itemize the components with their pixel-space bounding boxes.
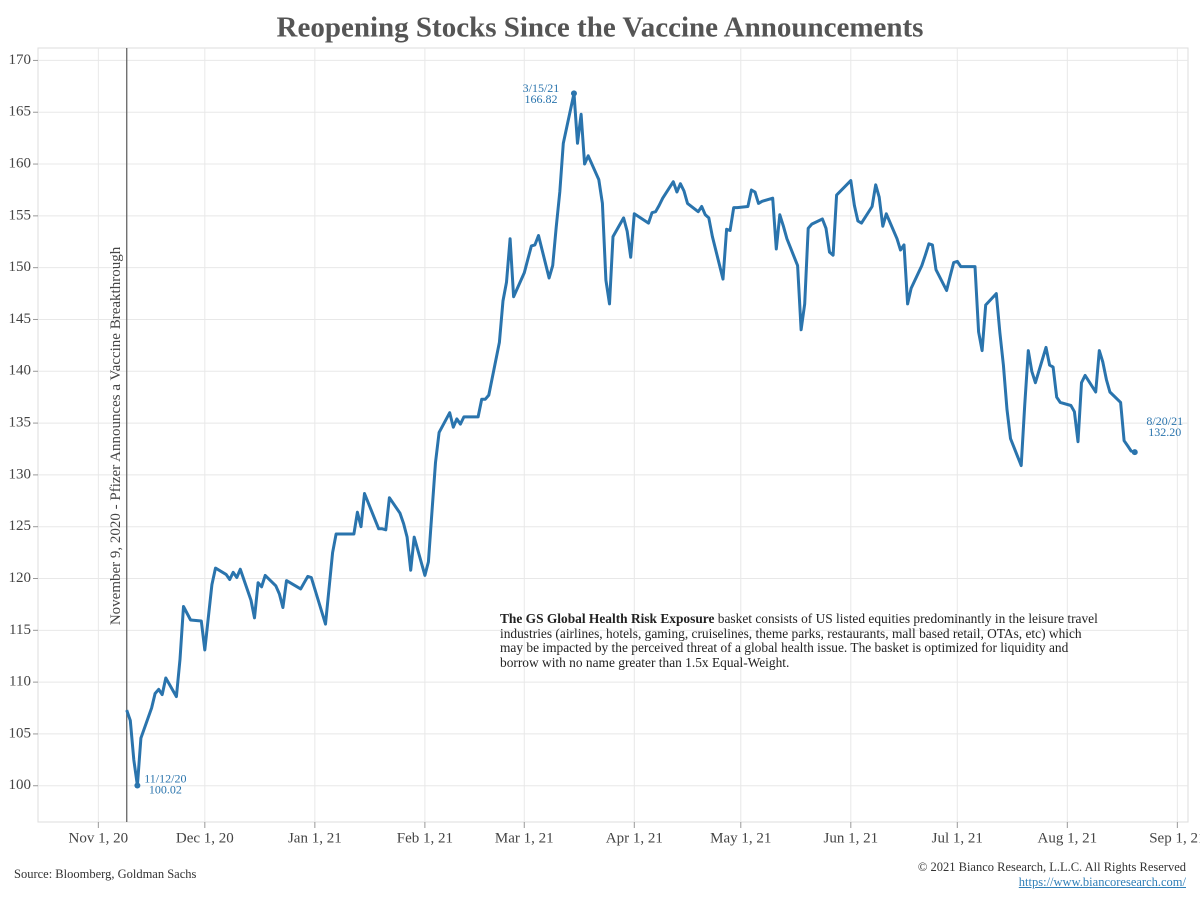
x-tick-label: Nov 1, 20 bbox=[69, 830, 129, 846]
x-tick-label: Jun 1, 21 bbox=[824, 830, 879, 846]
note-bold: The GS Global Health Risk Exposure bbox=[500, 611, 715, 626]
plot-area bbox=[37, 47, 1189, 823]
y-tick-label: 145 bbox=[9, 311, 32, 327]
y-tick-label: 165 bbox=[9, 104, 32, 120]
x-tick-label: Feb 1, 21 bbox=[397, 830, 453, 846]
y-tick-label: 105 bbox=[9, 725, 32, 741]
annotation-value: 166.82 bbox=[524, 92, 557, 106]
annotation-date: 11/12/20 bbox=[144, 771, 186, 785]
y-tick-label: 150 bbox=[9, 259, 32, 275]
url-link[interactable]: https://www.biancoresearch.com/ bbox=[1018, 875, 1186, 889]
copyright: © 2021 Bianco Research, L.L.C. All Right… bbox=[917, 860, 1186, 874]
source: Source: Bloomberg, Goldman Sachs bbox=[14, 867, 197, 881]
annotation-value: 132.20 bbox=[1148, 425, 1181, 439]
annotation-dot bbox=[1131, 449, 1138, 456]
note: The GS Global Health Risk Exposure baske… bbox=[500, 611, 1100, 670]
chart-title: Reopening Stocks Since the Vaccine Annou… bbox=[277, 12, 924, 44]
y-tick-label: 100 bbox=[9, 777, 32, 793]
x-tick-label: May 1, 21 bbox=[710, 830, 771, 846]
y-tick-label: 130 bbox=[9, 466, 32, 482]
y-tick-label: 135 bbox=[9, 415, 32, 431]
note-text: basket consists of US listed equities pr… bbox=[500, 611, 1098, 670]
annotation-dot bbox=[570, 90, 577, 97]
y-tick-label: 140 bbox=[9, 363, 32, 379]
series-line bbox=[125, 91, 1136, 787]
x-tick-label: Aug 1, 21 bbox=[1038, 830, 1098, 846]
y-tick-label: 115 bbox=[9, 622, 31, 638]
credits: © 2021 Bianco Research, L.L.C. All Right… bbox=[918, 860, 1186, 890]
x-tick-label: Apr 1, 21 bbox=[606, 830, 663, 846]
event-label: November 9, 2020 - Pfizer Announces a Va… bbox=[108, 246, 124, 625]
y-tick-label: 170 bbox=[9, 52, 32, 68]
y-tick-label: 155 bbox=[9, 207, 32, 223]
y-tick-label: 110 bbox=[9, 674, 31, 690]
x-tick-label: Jul 1, 21 bbox=[932, 830, 983, 846]
x-tick-label: Sep 1, 21 bbox=[1149, 830, 1200, 846]
y-tick-label: 160 bbox=[9, 155, 32, 171]
y-tick-label: 120 bbox=[9, 570, 32, 586]
annotation-value: 100.02 bbox=[149, 782, 182, 796]
annotation-date: 8/20/21 bbox=[1146, 414, 1183, 428]
x-tick-label: Jan 1, 21 bbox=[288, 830, 342, 846]
y-tick-label: 125 bbox=[9, 518, 32, 534]
annotation-dot bbox=[134, 782, 141, 789]
x-tick-label: Mar 1, 21 bbox=[495, 830, 554, 846]
x-tick-label: Dec 1, 20 bbox=[176, 830, 234, 846]
annotation-date: 3/15/21 bbox=[523, 81, 560, 95]
